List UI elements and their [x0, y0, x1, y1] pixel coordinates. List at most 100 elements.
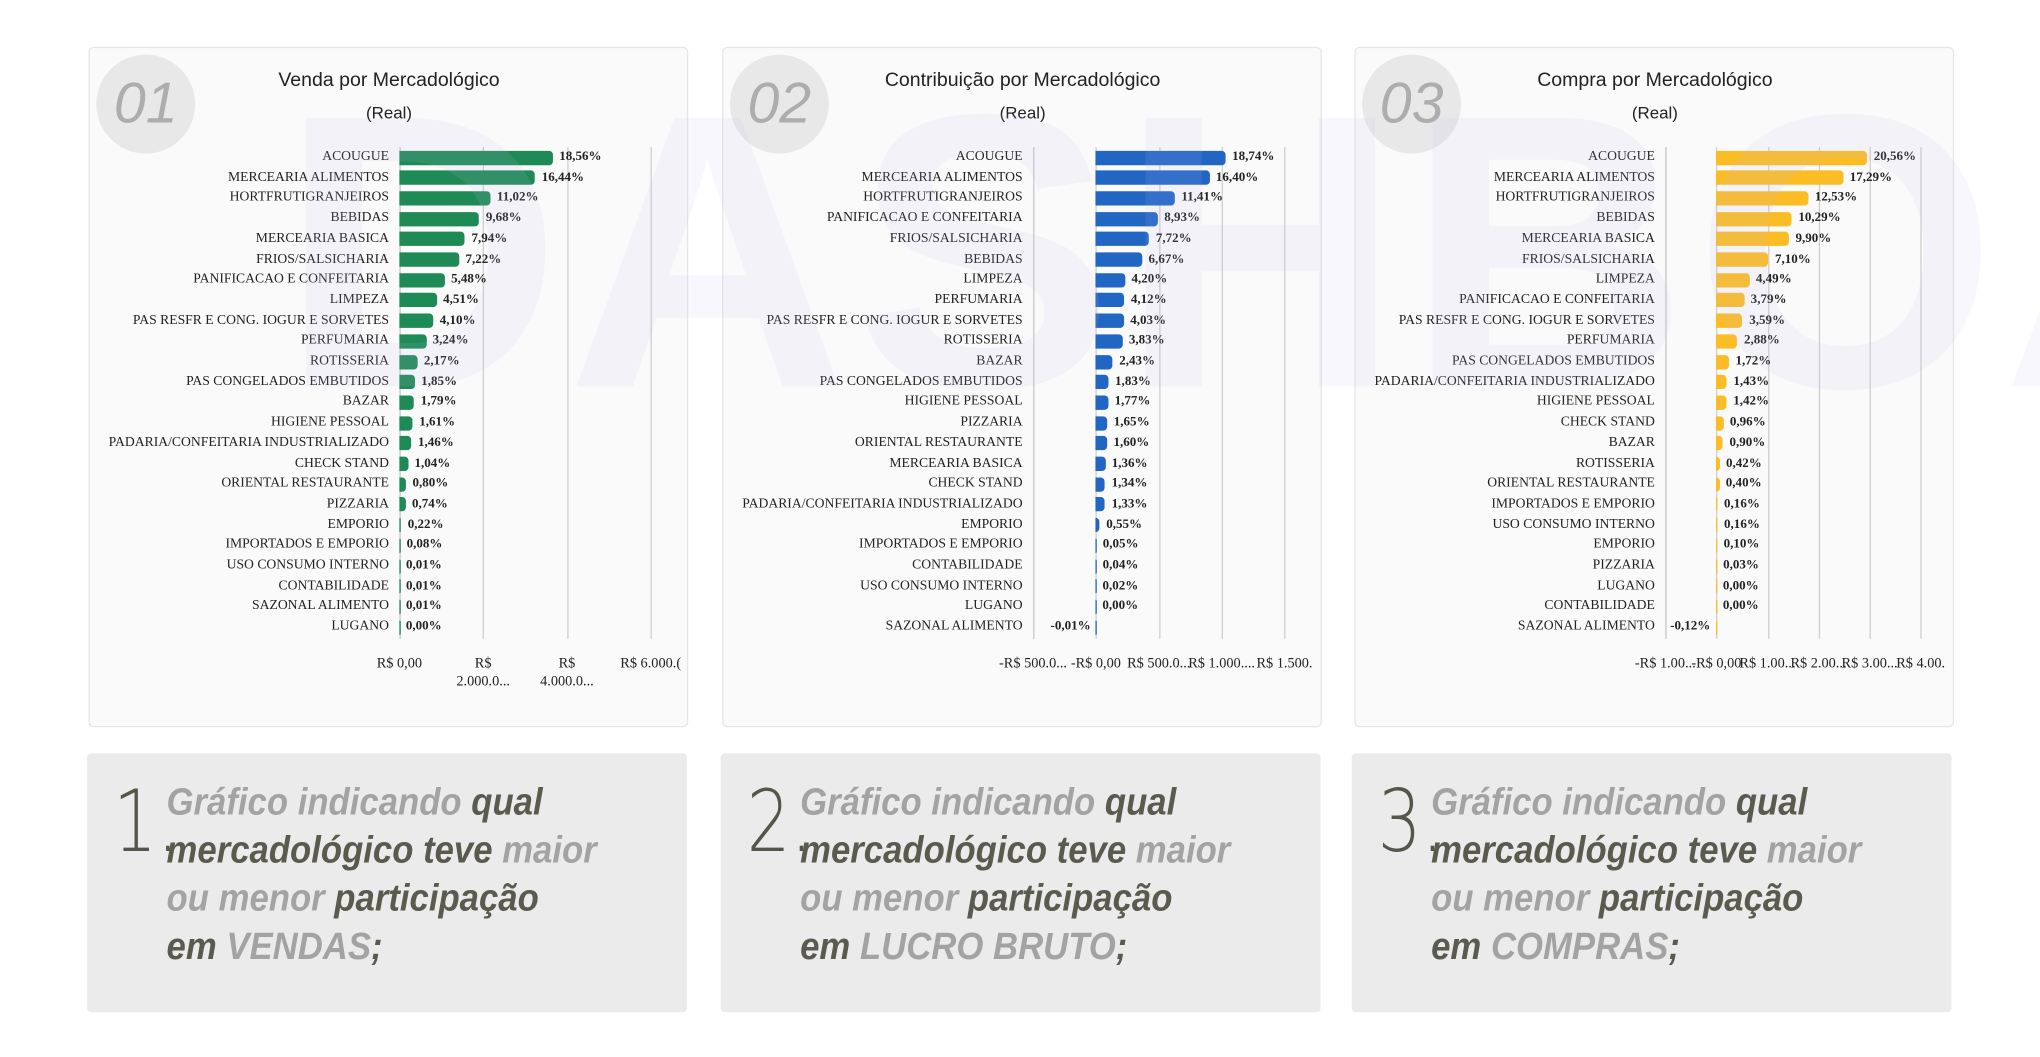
- grid-line: [1284, 147, 1286, 639]
- category-label: IMPORTADOS E EMPORIO: [1491, 496, 1655, 512]
- bar: [1716, 517, 1718, 533]
- category-label: HORTFRUTIGRANJEIROS: [1495, 190, 1655, 205]
- value-label: 4,51%: [443, 292, 479, 307]
- bar: [1716, 170, 1844, 185]
- value-label: 16,44%: [541, 170, 584, 185]
- caption-text: ;: [371, 926, 383, 968]
- category-label: HIGIENE PESSOAL: [904, 394, 1023, 410]
- caption-line: em VENDAS;: [167, 926, 383, 969]
- value-label: 16,40%: [1215, 170, 1259, 185]
- bar: [399, 231, 465, 247]
- caption-text: mercadológico teve: [166, 830, 503, 872]
- category-label: PADARIA/CONFEITARIA INDUSTRIALIZADO: [742, 496, 1023, 512]
- value-label: 3,83%: [1128, 333, 1165, 348]
- bar: [1716, 374, 1727, 390]
- caption-text: VENDAS: [226, 926, 372, 968]
- category-label: EMPORIO: [961, 517, 1023, 532]
- grid-line: [1221, 147, 1223, 639]
- value-label: 0,16%: [1724, 496, 1760, 512]
- x-tick-label: -R$ 1.00...: [1634, 655, 1696, 672]
- category-label: PADARIA/CONFEITARIA INDUSTRIALIZADO: [1374, 374, 1655, 389]
- value-label: 7,22%: [465, 251, 502, 267]
- chart-title: Compra por Mercadológico: [1537, 68, 1773, 92]
- category-label: PAS CONGELADOS EMBUTIDOS: [186, 374, 390, 389]
- category-label: LIMPEZA: [1595, 272, 1655, 287]
- category-label: BAZAR: [1608, 435, 1655, 450]
- value-label: 0,10%: [1723, 537, 1760, 553]
- caption-line: Gráfico indicando qual: [1431, 782, 1807, 825]
- value-label: 1,43%: [1733, 374, 1770, 389]
- value-label: 0,02%: [1102, 578, 1139, 593]
- category-label: BEBIDAS: [964, 251, 1023, 267]
- bar: [1095, 558, 1097, 574]
- chart-subtitle: (Real): [1631, 102, 1678, 123]
- value-label: 0,00%: [405, 619, 442, 634]
- category-label: LIMPEZA: [963, 272, 1023, 287]
- caption-line: ou menor participação: [1431, 878, 1803, 921]
- caption-number: 2.: [746, 771, 813, 872]
- value-label: 1,46%: [417, 435, 454, 450]
- category-label: USO CONSUMO INTERNO: [860, 578, 1023, 593]
- value-label: 0,00%: [1722, 578, 1759, 593]
- value-label: 1,33%: [1111, 496, 1148, 512]
- bar: [399, 272, 445, 288]
- category-label: IMPORTADOS E EMPORIO: [225, 537, 390, 553]
- category-label: PADARIA/CONFEITARIA INDUSTRIALIZADO: [108, 435, 390, 450]
- category-label: BEBIDAS: [330, 210, 390, 226]
- bar: [1095, 579, 1097, 594]
- bar: [399, 599, 401, 614]
- bar: [1716, 334, 1738, 349]
- bar: [1095, 252, 1143, 267]
- value-label: 0,00%: [1722, 598, 1759, 614]
- value-label: 10,29%: [1798, 210, 1841, 226]
- caption-text: em: [1431, 926, 1491, 968]
- caption-line: Gráfico indicando qual: [800, 782, 1176, 825]
- category-label: LIMPEZA: [329, 292, 390, 307]
- value-label: 18,56%: [559, 149, 602, 164]
- bar: [1095, 497, 1106, 512]
- category-label: ORIENTAL RESTAURANTE: [1487, 476, 1655, 491]
- category-label: ORIENTAL RESTAURANTE: [221, 476, 390, 491]
- value-label: 1,85%: [421, 374, 457, 389]
- x-tick-label: -R$ 0,00: [1691, 655, 1742, 672]
- category-label: MERCEARIA ALIMENTOS: [227, 170, 390, 185]
- grid-line: [483, 147, 485, 639]
- bar: [399, 558, 401, 574]
- category-label: FRIOS/SALSICHARIA: [256, 251, 390, 267]
- category-label: MERCEARIA BASICA: [255, 231, 390, 246]
- grid-line: [566, 147, 569, 639]
- category-label: PAS RESFR E CONG. IOGUR E SORVETES: [132, 313, 390, 328]
- value-label: 11,41%: [1181, 190, 1223, 205]
- category-label: CONTABILIDADE: [1544, 598, 1655, 614]
- bar: [1095, 456, 1106, 471]
- value-label: 4,49%: [1755, 272, 1792, 287]
- value-label: 4,20%: [1131, 272, 1168, 287]
- caption-text: ;: [1115, 926, 1128, 968]
- grid-line: [1869, 147, 1871, 639]
- x-tick-label: R$ 1.000....: [1188, 655, 1256, 672]
- category-label: ORIENTAL RESTAURANTE: [854, 435, 1023, 450]
- bar: [399, 252, 460, 267]
- category-label: EMPORIO: [327, 517, 390, 532]
- category-label: HORTFRUTIGRANJEIROS: [863, 190, 1023, 205]
- category-label: LUGANO: [331, 619, 390, 634]
- caption-line: ou menor participação: [800, 878, 1172, 921]
- bar: [399, 354, 418, 369]
- value-label: 1,60%: [1113, 435, 1150, 450]
- category-label: ACOUGUE: [322, 149, 390, 164]
- bar: [1716, 456, 1720, 471]
- bar: [1716, 415, 1724, 431]
- bar: [1095, 620, 1097, 635]
- category-label: SAZONAL ALIMENTO: [1517, 619, 1655, 634]
- x-tick-label: -R$ 500.0...: [999, 655, 1067, 672]
- category-label: ACOUGUE: [1588, 149, 1655, 164]
- bar: [399, 620, 401, 635]
- caption-text: ou menor: [166, 878, 335, 920]
- value-label: 0,96%: [1729, 415, 1766, 430]
- grid-line: [1158, 147, 1161, 639]
- category-label: LUGANO: [964, 598, 1023, 614]
- value-label: 3,24%: [432, 333, 469, 348]
- bar: [399, 334, 427, 349]
- bar: [1716, 293, 1745, 308]
